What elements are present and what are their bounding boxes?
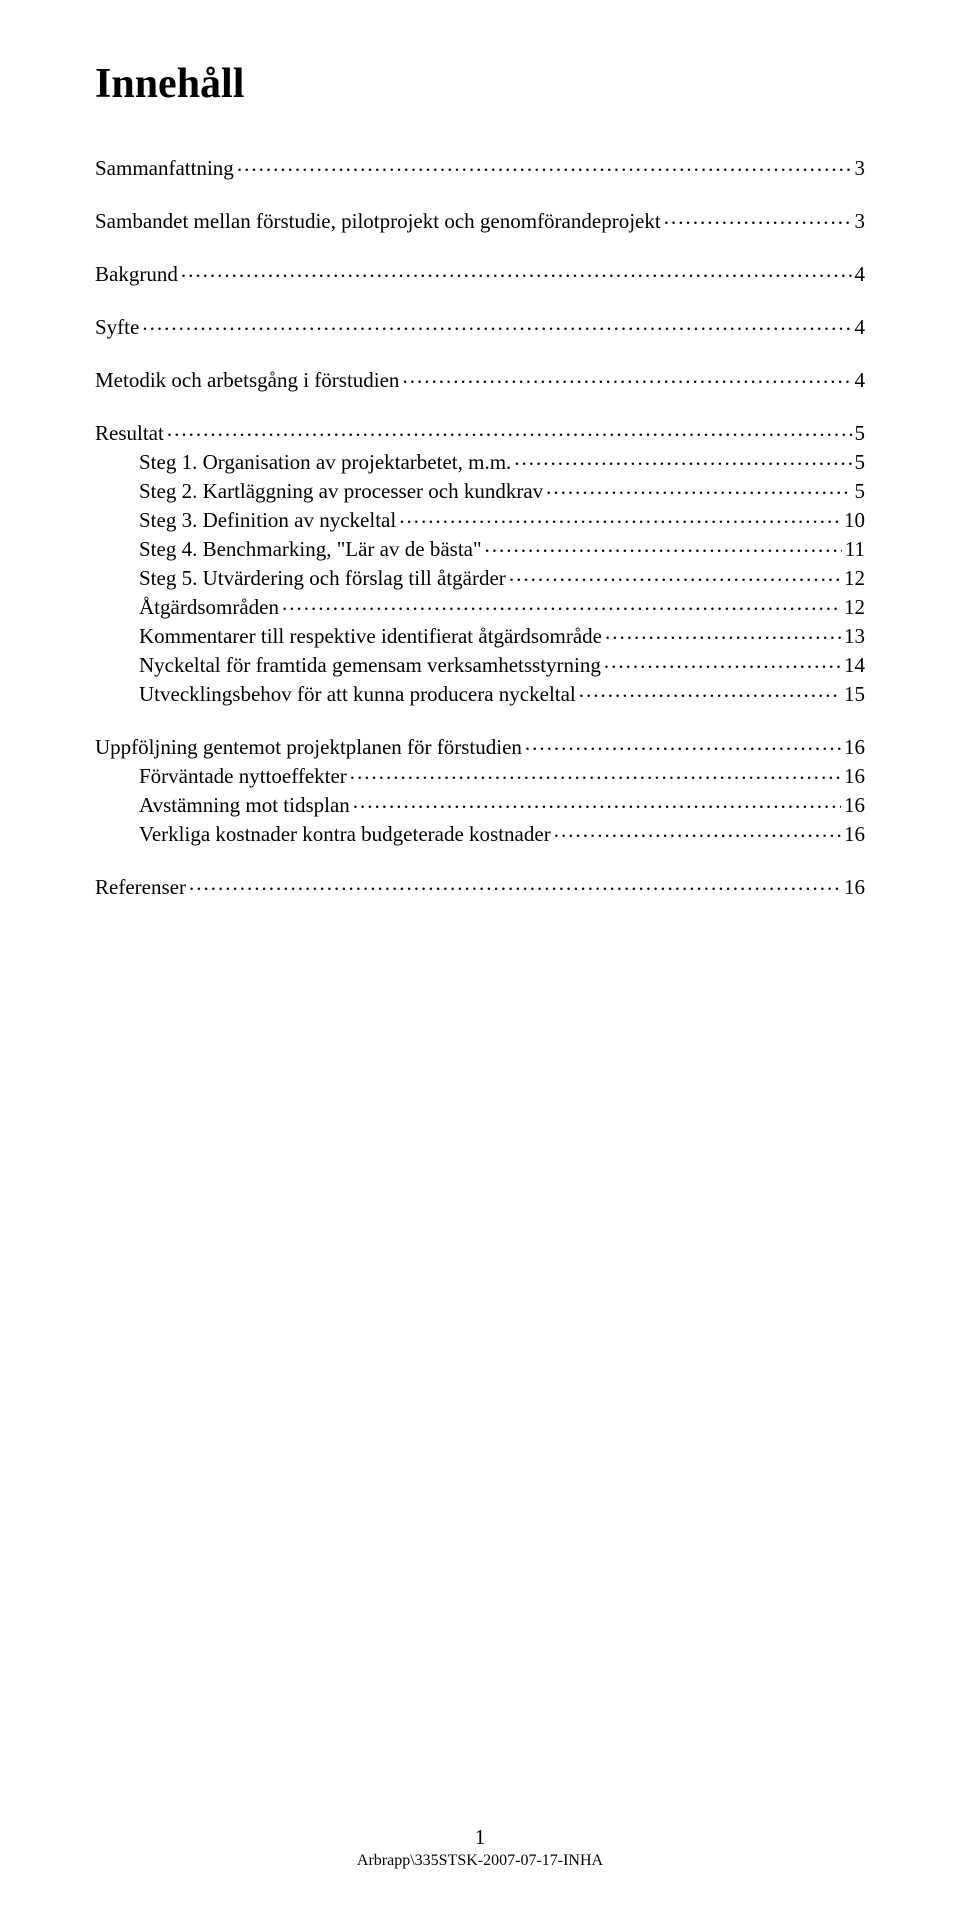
toc-leader-dots [604,651,841,672]
toc-entry-page: 16 [844,766,865,787]
toc-entry-label: Steg 3. Definition av nyckeltal [139,510,396,531]
toc-entry: Metodik och arbetsgång i förstudien 4 [95,366,865,391]
toc-entry: Steg 4. Benchmarking, "Lär av de bästa" 1… [95,535,865,560]
toc-entry-label: Metodik och arbetsgång i förstudien [95,370,399,391]
toc-entry-label: Steg 2. Kartläggning av processer och ku… [139,481,543,502]
toc-entry-page: 5 [855,423,866,444]
toc-leader-dots [546,477,851,498]
toc-title: Innehåll [95,60,865,108]
footer-doc-ref: Arbrapp\335STSK-2007-07-17-INHA [0,1852,960,1870]
toc-entry: Syfte 4 [95,313,865,338]
toc-entry-label: Bakgrund [95,264,178,285]
toc-entry-label: Syfte [95,317,139,338]
toc-entry-label: Förväntade nyttoeffekter [139,766,347,787]
toc-entry-page: 5 [855,452,866,473]
toc-entry: Utvecklingsbehov för att kunna producera… [95,680,865,705]
toc-entry: Kommentarer till respektive identifierat… [95,622,865,647]
toc-entry-label: Nyckeltal för framtida gemensam verksamh… [139,655,601,676]
toc-entry: Åtgärdsområden 12 [95,593,865,618]
toc-entry-page: 4 [855,370,866,391]
toc-entry: Sambandet mellan förstudie, pilotprojekt… [95,207,865,232]
toc-entry-page: 5 [855,481,866,502]
toc-entry-page: 4 [855,264,866,285]
toc-entry-page: 4 [855,317,866,338]
toc-leader-dots [237,154,852,175]
toc-entry: Avstämning mot tidsplan 16 [95,791,865,816]
table-of-contents: Sammanfattning 3 Sambandet mellan förstudi… [95,154,865,898]
toc-entry-label: Steg 4. Benchmarking, "Lär av de bästa" [139,539,482,560]
toc-leader-dots [353,791,841,812]
toc-entry-label: Sammanfattning [95,158,234,179]
toc-entry-label: Steg 5. Utvärdering och förslag till åtg… [139,568,506,589]
toc-entry-page: 10 [844,510,865,531]
toc-entry-page: 11 [845,539,865,560]
toc-entry-label: Kommentarer till respektive identifierat… [139,626,602,647]
toc-entry-page: 15 [844,684,865,705]
page-number: 1 [0,1825,960,1850]
toc-leader-dots [605,622,841,643]
toc-entry: Förväntade nyttoeffekter 16 [95,762,865,787]
toc-leader-dots [181,260,852,281]
toc-entry-label: Uppföljning gentemot projektplanen för f… [95,737,522,758]
toc-entry-page: 16 [844,795,865,816]
toc-entry-page: 14 [844,655,865,676]
toc-entry-label: Utvecklingsbehov för att kunna producera… [139,684,576,705]
toc-entry-label: Sambandet mellan förstudie, pilotprojekt… [95,211,661,232]
toc-entry-page: 16 [844,877,865,898]
toc-leader-dots [664,207,852,228]
toc-entry-page: 16 [844,737,865,758]
page-footer: 1 Arbrapp\335STSK-2007-07-17-INHA [0,1825,960,1870]
toc-entry: Sammanfattning 3 [95,154,865,179]
toc-entry: Nyckeltal för framtida gemensam verksamh… [95,651,865,676]
toc-entry: Verkliga kostnader kontra budgeterade ko… [95,820,865,845]
document-page: Innehåll Sammanfattning 3 Sambandet mellan… [0,0,960,1910]
toc-entry: Uppföljning gentemot projektplanen för f… [95,733,865,758]
toc-entry-page: 3 [855,158,866,179]
toc-leader-dots [402,366,851,387]
toc-entry: Steg 1. Organisation av projektarbetet, … [95,448,865,473]
toc-entry: Resultat 5 [95,419,865,444]
toc-leader-dots [350,762,841,783]
toc-leader-dots [579,680,841,701]
toc-entry-label: Resultat [95,423,164,444]
toc-entry: Steg 5. Utvärdering och förslag till åtg… [95,564,865,589]
toc-leader-dots [167,419,852,440]
toc-leader-dots [514,448,851,469]
toc-entry-page: 16 [844,824,865,845]
toc-leader-dots [485,535,842,556]
toc-entry-label: Åtgärdsområden [139,597,279,618]
toc-leader-dots [509,564,841,585]
toc-entry-label: Verkliga kostnader kontra budgeterade ko… [139,824,551,845]
toc-leader-dots [282,593,841,614]
toc-entry-page: 13 [844,626,865,647]
toc-entry-label: Steg 1. Organisation av projektarbetet, … [139,452,511,473]
toc-entry-page: 3 [855,211,866,232]
toc-entry-label: Avstämning mot tidsplan [139,795,350,816]
toc-entry: Referenser 16 [95,873,865,898]
toc-leader-dots [189,873,841,894]
toc-leader-dots [525,733,841,754]
toc-entry: Steg 2. Kartläggning av processer och ku… [95,477,865,502]
toc-entry: Steg 3. Definition av nyckeltal 10 [95,506,865,531]
toc-entry: Bakgrund 4 [95,260,865,285]
toc-entry-page: 12 [844,597,865,618]
toc-leader-dots [554,820,841,841]
toc-leader-dots [142,313,851,334]
toc-entry-label: Referenser [95,877,186,898]
toc-entry-page: 12 [844,568,865,589]
toc-leader-dots [399,506,841,527]
